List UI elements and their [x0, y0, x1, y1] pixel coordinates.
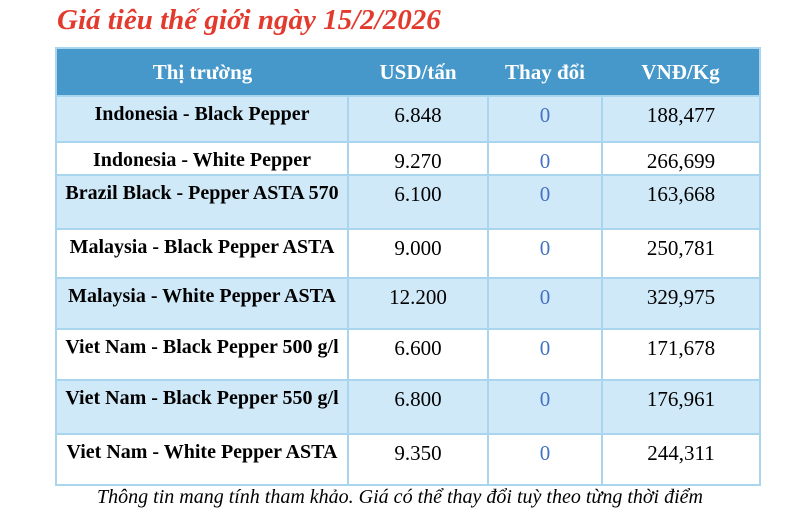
vnd-cell: 250,781	[601, 228, 761, 280]
pepper-price-table: Thị trường USD/tấn Thay đổi VNĐ/Kg Indon…	[55, 47, 761, 487]
table-row: Viet Nam - White Pepper ASTA 9.350 0 244…	[55, 433, 761, 487]
vnd-cell: 163,668	[601, 174, 761, 231]
page-title: Giá tiêu thế giới ngày 15/2/2026	[57, 4, 441, 36]
market-cell: Viet Nam - White Pepper ASTA	[55, 433, 349, 487]
column-header-change: Thay đổi	[488, 48, 602, 96]
market-cell: Brazil Black - Pepper ASTA 570	[55, 174, 349, 231]
usd-cell: 9.270	[347, 140, 489, 177]
vnd-cell: 171,678	[601, 328, 761, 382]
change-cell: 0	[487, 140, 603, 177]
table-row: Brazil Black - Pepper ASTA 570 6.100 0 1…	[55, 174, 761, 231]
usd-cell: 9.000	[347, 228, 489, 280]
change-cell: 0	[487, 174, 603, 231]
vnd-cell: 188,477	[601, 95, 761, 143]
vnd-cell: 266,699	[601, 140, 761, 177]
table-row: Malaysia - White Pepper ASTA 12.200 0 32…	[55, 277, 761, 331]
market-cell: Indonesia - Black Pepper	[55, 95, 349, 143]
vnd-cell: 176,961	[601, 379, 761, 436]
disclaimer-note: Thông tin mang tính tham khảo. Giá có th…	[97, 486, 703, 508]
change-cell: 0	[487, 277, 603, 331]
change-cell: 0	[487, 433, 603, 487]
usd-cell: 9.350	[347, 433, 489, 487]
market-cell: Viet Nam - Black Pepper 500 g/l	[55, 328, 349, 382]
table-row: Malaysia - Black Pepper ASTA 9.000 0 250…	[55, 228, 761, 280]
market-cell: Malaysia - White Pepper ASTA	[55, 277, 349, 331]
change-cell: 0	[487, 228, 603, 280]
change-cell: 0	[487, 328, 603, 382]
market-cell: Indonesia - White Pepper	[55, 140, 349, 177]
table-row: Indonesia - White Pepper 9.270 0 266,699	[55, 140, 761, 177]
usd-cell: 6.100	[347, 174, 489, 231]
market-cell: Malaysia - Black Pepper ASTA	[55, 228, 349, 280]
usd-cell: 6.600	[347, 328, 489, 382]
vnd-cell: 329,975	[601, 277, 761, 331]
column-header-vnd: VNĐ/Kg	[602, 48, 760, 96]
table-row: Viet Nam - Black Pepper 500 g/l 6.600 0 …	[55, 328, 761, 382]
column-header-usd: USD/tấn	[348, 48, 488, 96]
table-header-row: Thị trường USD/tấn Thay đổi VNĐ/Kg	[56, 48, 760, 96]
usd-cell: 6.848	[347, 95, 489, 143]
column-header-market: Thị trường	[56, 48, 348, 96]
vnd-cell: 244,311	[601, 433, 761, 487]
table-row: Indonesia - Black Pepper 6.848 0 188,477	[55, 95, 761, 143]
usd-cell: 12.200	[347, 277, 489, 331]
change-cell: 0	[487, 379, 603, 436]
table-row: Viet Nam - Black Pepper 550 g/l 6.800 0 …	[55, 379, 761, 436]
change-cell: 0	[487, 95, 603, 143]
market-cell: Viet Nam - Black Pepper 550 g/l	[55, 379, 349, 436]
usd-cell: 6.800	[347, 379, 489, 436]
